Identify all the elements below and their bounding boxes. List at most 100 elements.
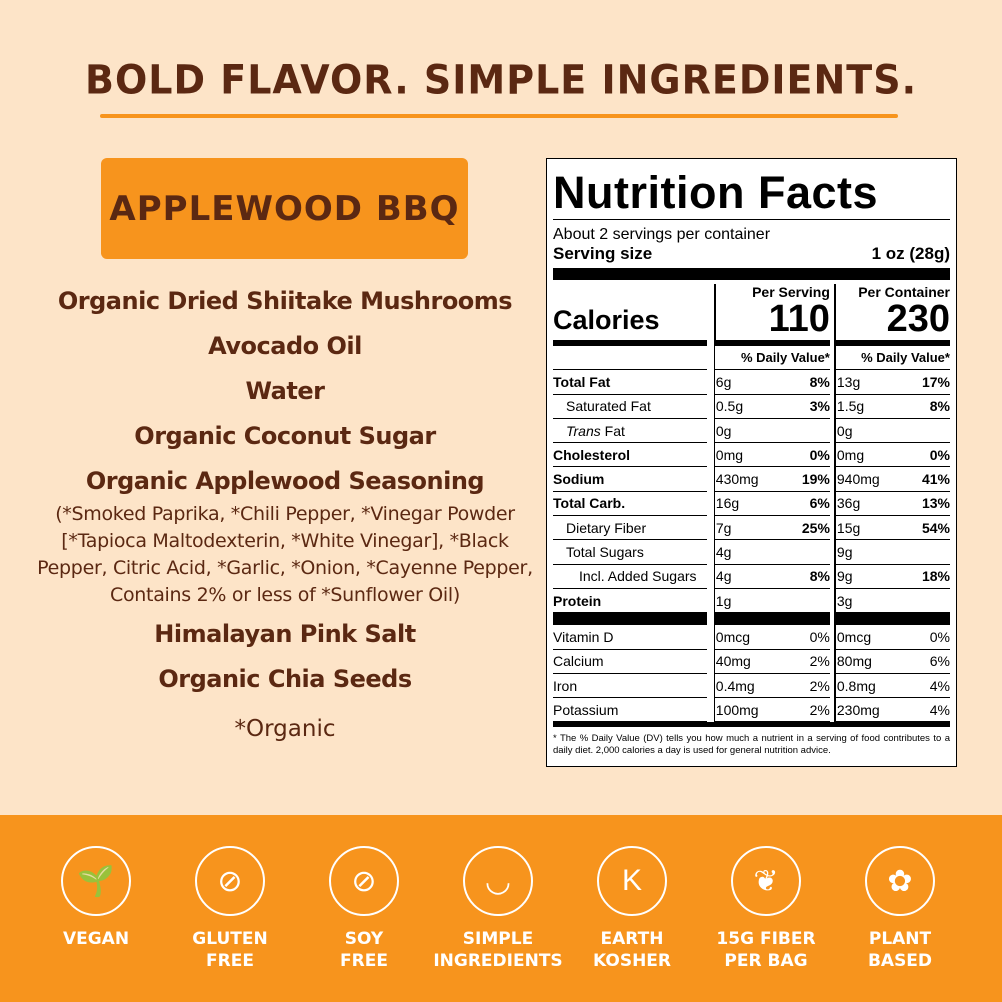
amount-per-serving: 7g [715, 519, 732, 536]
serving-size-value: 1 oz (28g) [871, 244, 950, 263]
certified-plant-based-icon: ✿ [865, 846, 935, 916]
wheat-crossed-icon: ⊘ [195, 846, 265, 916]
dv-per-serving: 8% [809, 373, 830, 390]
calories-row: Calories Per Serving 110 Per Container 2… [553, 284, 951, 346]
amount-per-container: 940mg [836, 471, 880, 488]
amount-per-container: 0.8mg [836, 677, 876, 694]
badge-label: PLANT BASED [867, 929, 933, 971]
amount-per-container: 13g [836, 373, 861, 390]
ingredient: Avocado Oil [208, 332, 362, 360]
badge-globe-k: K EARTH KOSHER [567, 846, 697, 972]
nutrient-name: Dietary Fiber [566, 519, 647, 536]
amount-per-container: 1.5g [836, 398, 865, 415]
nutrient-row: Total Fat 6g 8% 13g 17% [553, 370, 950, 395]
dv-per-serving: 19% [801, 471, 830, 488]
nutrient-name: Vitamin D [553, 628, 614, 645]
badge-mortar-bowl: ◡ SIMPLE INGREDIENTS [433, 846, 563, 972]
nutrient-name: Total Fat [553, 373, 611, 390]
nutrient-row: Calcium 40mg 2% 80mg 6% [553, 649, 950, 674]
nutrient-name: Calcium [553, 653, 604, 670]
badge-label: 15G FIBER PER BAG [716, 929, 816, 971]
dv-header: % Daily Value* [861, 350, 950, 366]
calories-per-serving: 110 [768, 298, 830, 340]
nutrient-row: Trans Fat 0g 0g [553, 418, 950, 444]
ingredients-list: Organic Dried Shiitake Mushrooms Avocado… [30, 284, 540, 752]
nutrient-name: Iron [553, 677, 578, 694]
amount-per-container: 15g [836, 519, 861, 536]
ingredient: Organic Applewood Seasoning [85, 467, 485, 495]
badge-wheat-crossed: ⊘ GLUTEN FREE [165, 846, 295, 972]
badge-sprout: 🌱 VEGAN [31, 846, 161, 950]
dv-per-container: 13% [921, 495, 950, 512]
ingredient: Organic Dried Shiitake Mushrooms [57, 287, 513, 315]
badge-label: EARTH KOSHER [592, 929, 672, 971]
badge-certified-plant-based: ✿ PLANT BASED [835, 846, 965, 972]
nutrient-name: Incl. Added Sugars [579, 568, 697, 585]
amount-per-container: 0mcg [836, 628, 872, 645]
per-serving-header: Per Serving [752, 284, 830, 300]
ingredient: Organic Coconut Sugar [134, 422, 436, 450]
dv-per-container: 54% [921, 519, 950, 536]
dv-per-container: 0% [929, 446, 950, 463]
dv-per-serving: 0% [809, 628, 830, 645]
seasoning-detail: (*Smoked Paprika, *Chili Pepper, *Vinega… [37, 503, 533, 606]
serving-size-label: Serving size [553, 244, 653, 263]
ingredient: Organic Chia Seeds [158, 665, 412, 693]
nutrient-row: Iron 0.4mg 2% 0.8mg 4% [553, 673, 950, 699]
amount-per-serving: 0.5g [715, 398, 744, 415]
amount-per-container: 36g [836, 495, 861, 512]
soy-crossed-icon: ⊘ [329, 846, 399, 916]
nutrient-name: Cholesterol [553, 446, 631, 463]
amount-per-container: 0mg [836, 446, 865, 463]
dv-per-serving: 2% [809, 701, 830, 718]
sprout-icon: 🌱 [61, 846, 131, 916]
globe-k-icon: K [597, 846, 667, 916]
dv-per-serving: 8% [809, 568, 830, 585]
dv-per-serving: 6% [809, 495, 830, 512]
nutrition-facts-panel: Nutrition Facts About 2 servings per con… [546, 158, 957, 767]
dv-per-container: 8% [929, 398, 950, 415]
dv-per-serving: 25% [801, 519, 830, 536]
dv-per-container: 41% [921, 471, 950, 488]
amount-per-serving: 4g [715, 544, 732, 561]
dv-per-container: 0% [929, 628, 950, 645]
nutrient-row: Vitamin D 0mcg 0% 0mcg 0% [553, 625, 950, 650]
calories-label: Calories [553, 284, 707, 346]
headline-underline [100, 114, 898, 118]
amount-per-serving: 430mg [715, 471, 759, 488]
amount-per-container: 9g [836, 568, 853, 585]
badge-label: SIMPLE INGREDIENTS [433, 929, 563, 971]
flavor-badge: APPLEWOOD BBQ [101, 158, 468, 259]
nutrient-row: Protein 1g 3g [553, 588, 950, 614]
leaf-icon: ❦ [731, 846, 801, 916]
nutrient-row: Sodium 430mg 19% 940mg 41% [553, 467, 950, 492]
nutrient-name: Total Sugars [566, 544, 644, 561]
amount-per-serving: 1g [715, 592, 732, 609]
nutrient-name: Total Carb. [553, 495, 626, 512]
amount-per-serving: 6g [715, 373, 732, 390]
amount-per-container: 230mg [836, 701, 880, 718]
dv-per-container: 4% [929, 677, 950, 694]
nutrient-row: Cholesterol 0mg 0% 0mg 0% [553, 443, 950, 468]
badge-soy-crossed: ⊘ SOY FREE [299, 846, 429, 972]
nutrient-row: Incl. Added Sugars 4g 8% 9g 18% [553, 564, 950, 589]
footnote: * The % Daily Value (DV) tells you how m… [553, 733, 950, 757]
nutrient-name: Protein [553, 592, 602, 609]
amount-per-serving: 16g [715, 495, 740, 512]
headline: BOLD FLAVOR. SIMPLE INGREDIENTS. [84, 56, 918, 104]
amount-per-serving: 0g [715, 422, 732, 439]
badge-label: VEGAN [62, 929, 130, 949]
amount-per-serving: 0mcg [715, 628, 751, 645]
nutrient-name: Saturated Fat [566, 398, 651, 415]
servings-per-container: About 2 servings per container [553, 226, 771, 243]
dv-header: % Daily Value* [740, 350, 830, 366]
dv-per-serving: 2% [809, 677, 830, 694]
nutrient-row: Total Sugars 4g 9g [553, 540, 950, 565]
amount-per-serving: 0.4mg [715, 677, 755, 694]
ingredient: Water [245, 377, 325, 405]
badge-leaf: ❦ 15G FIBER PER BAG [701, 846, 831, 972]
daily-value-header-row: % Daily Value* % Daily Value* [553, 346, 950, 371]
amount-per-serving: 40mg [715, 653, 751, 670]
organic-note: *Organic [234, 716, 336, 742]
dv-per-container: 17% [921, 373, 950, 390]
